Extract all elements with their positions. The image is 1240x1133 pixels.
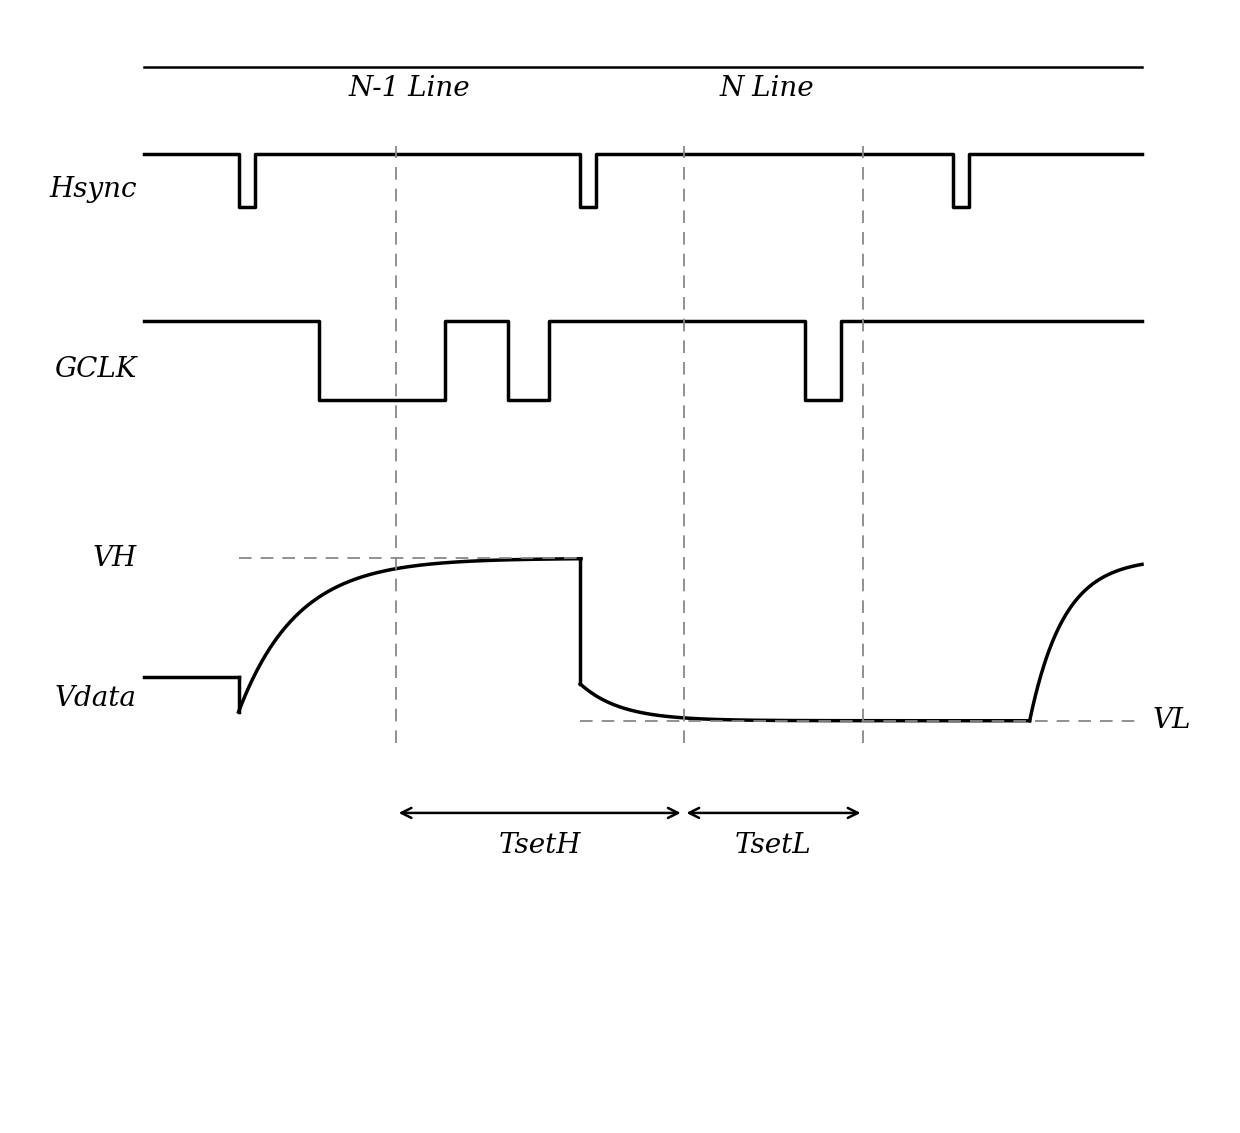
Text: TsetH: TsetH: [498, 833, 582, 859]
Text: VH: VH: [93, 545, 136, 572]
Text: GCLK: GCLK: [55, 356, 136, 383]
Text: N Line: N Line: [719, 75, 813, 102]
Text: Hsync: Hsync: [50, 176, 136, 203]
Text: TsetL: TsetL: [735, 833, 812, 859]
Text: VL: VL: [1153, 707, 1192, 734]
Text: N-1 Line: N-1 Line: [348, 75, 470, 102]
Text: Vdata: Vdata: [55, 685, 136, 713]
